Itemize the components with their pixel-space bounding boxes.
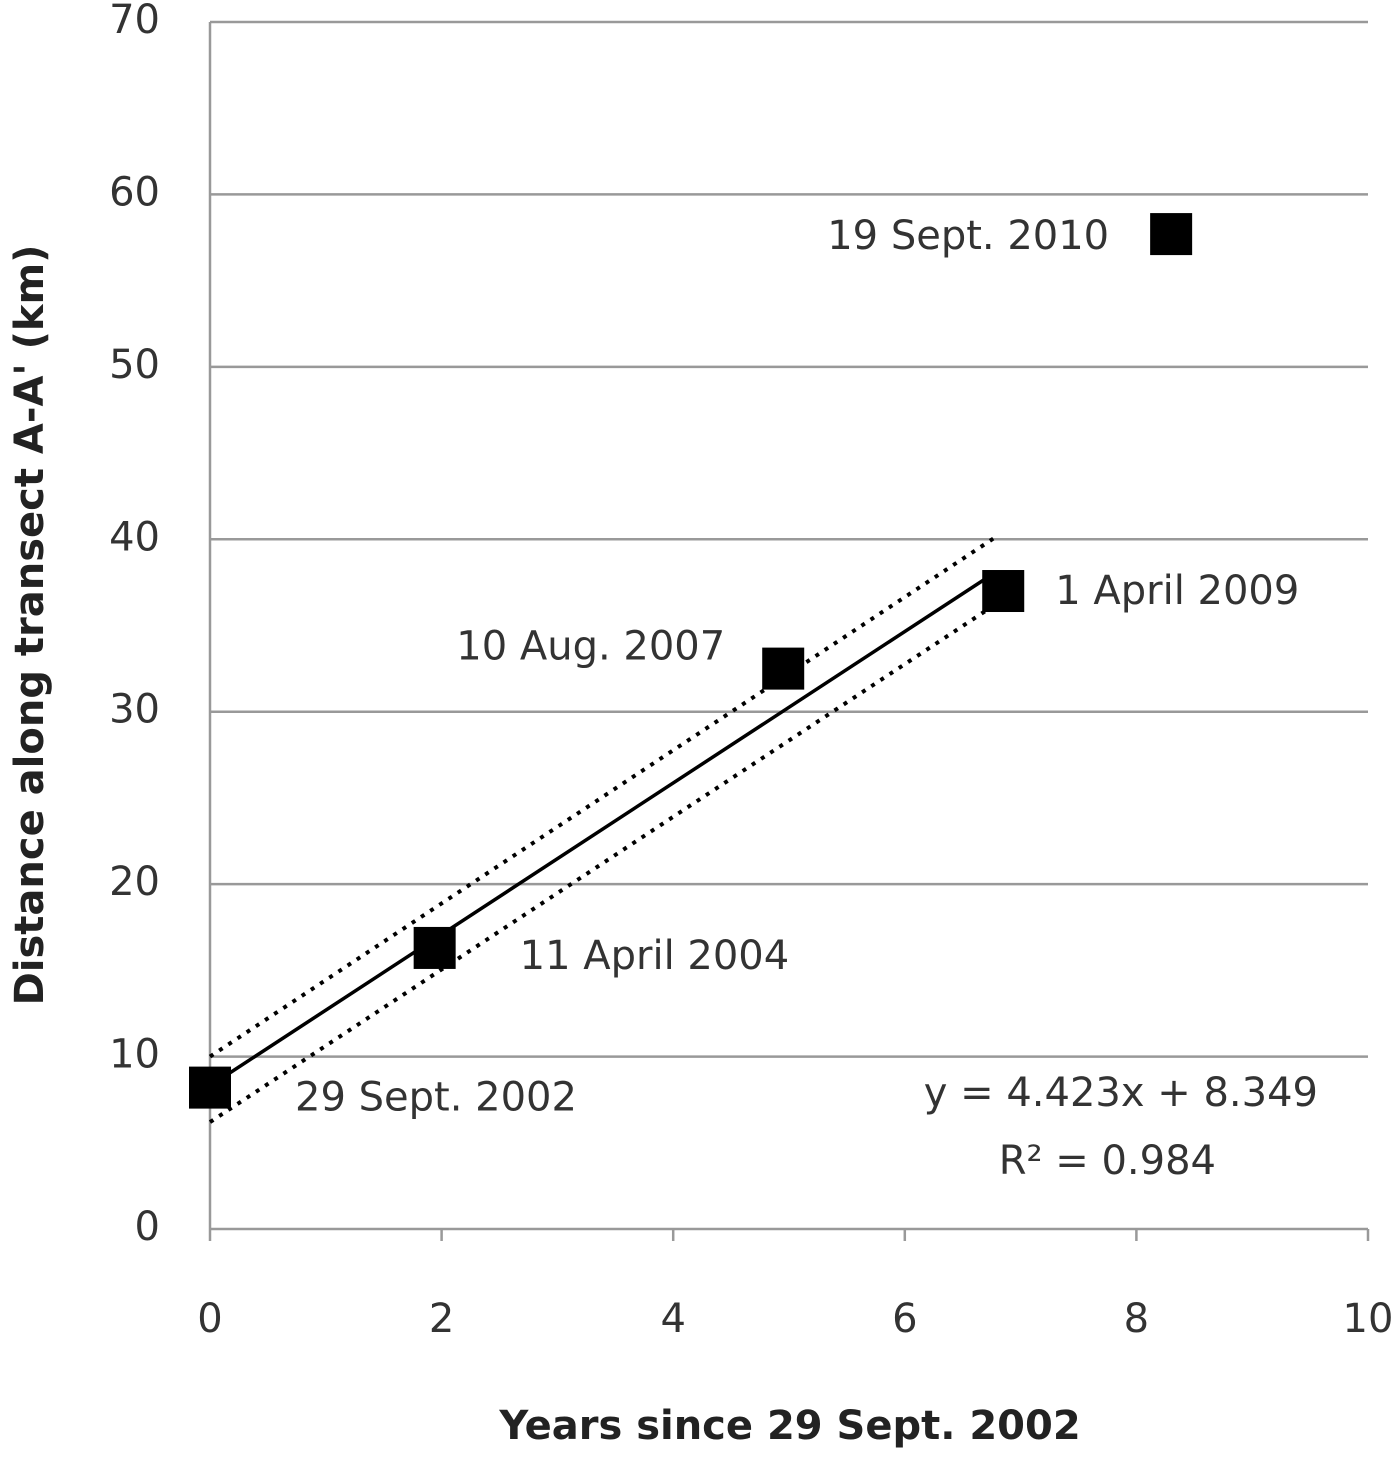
y-tick-label: 50 (109, 342, 160, 388)
x-tick-label: 2 (429, 1296, 454, 1342)
x-tick-label: 0 (197, 1296, 222, 1342)
point-label: 1 April 2009 (1055, 568, 1299, 614)
x-tick-label: 6 (892, 1296, 917, 1342)
y-tick-label: 60 (109, 169, 160, 215)
point-label: 29 Sept. 2002 (295, 1075, 577, 1121)
y-tick-label: 20 (109, 859, 160, 905)
x-axis-title: Years since 29 Sept. 2002 (498, 1403, 1080, 1449)
point-label: 19 Sept. 2010 (827, 213, 1109, 259)
marker (1150, 213, 1193, 256)
y-tick-label: 10 (109, 1032, 160, 1078)
x-tick-label: 8 (1124, 1296, 1149, 1342)
equation: y = 4.423x + 8.349 (924, 1070, 1318, 1116)
y-tick-label: 40 (109, 514, 160, 560)
trend-line (208, 534, 999, 1059)
marker (762, 647, 805, 690)
marker (189, 1066, 231, 1109)
x-tick-label: 4 (660, 1296, 685, 1342)
y-tick-label: 0 (135, 1204, 160, 1250)
x-tick-label: 10 (1343, 1296, 1394, 1342)
point-label: 10 Aug. 2007 (456, 624, 725, 670)
y-tick-label: 70 (109, 0, 160, 43)
point-label: 11 April 2004 (520, 933, 790, 979)
trend-line (209, 574, 992, 1088)
trend-line (208, 601, 999, 1124)
r-squared: R² = 0.984 (999, 1138, 1216, 1184)
y-axis-title: Distance along transect A-A' (km) (7, 245, 53, 1006)
y-tick-label: 30 (109, 687, 160, 733)
